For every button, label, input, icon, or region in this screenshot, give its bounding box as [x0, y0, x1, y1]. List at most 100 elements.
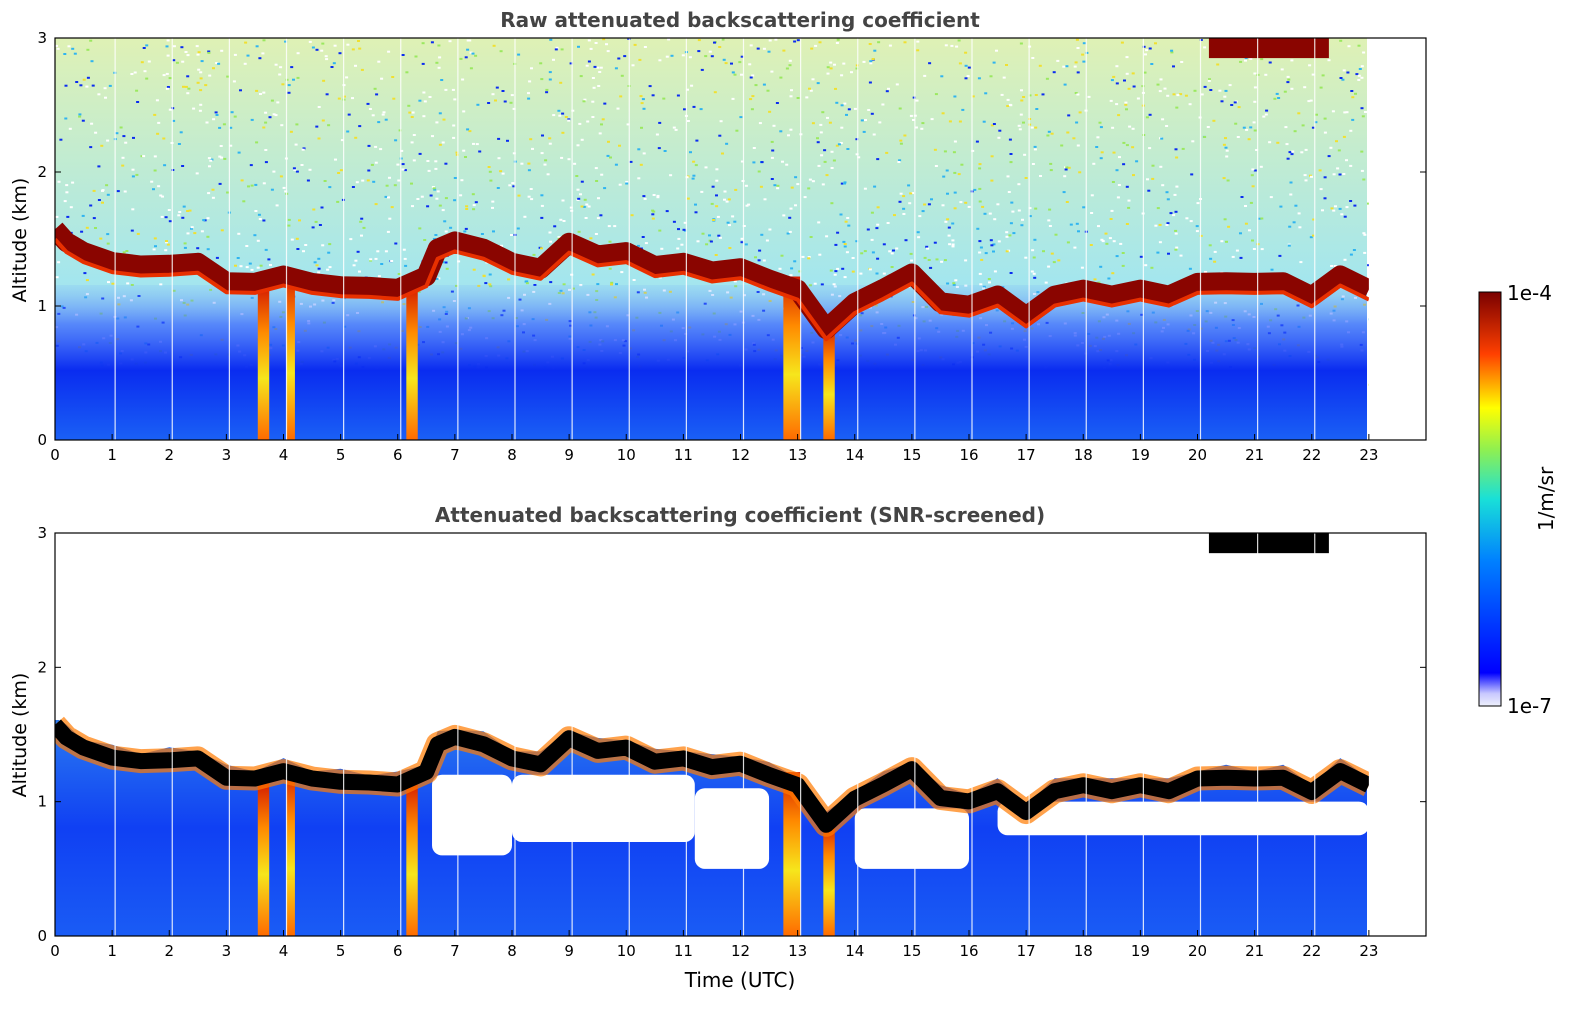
y-tick-label: 2	[37, 658, 47, 676]
noise-speck	[1115, 103, 1119, 106]
noise-speck	[1107, 277, 1111, 280]
noise-speck	[1362, 51, 1366, 54]
noise-speck	[218, 126, 222, 129]
noise-speck	[948, 120, 952, 123]
noise-speck	[63, 53, 67, 55]
noise-speck	[616, 107, 620, 110]
noise-speck	[183, 242, 187, 245]
screened-gap	[432, 774, 512, 856]
noise-speck	[64, 117, 68, 120]
noise-speck	[930, 198, 933, 201]
noise-speck	[1160, 137, 1164, 140]
noise-speck	[1249, 201, 1253, 204]
noise-speck	[337, 97, 341, 100]
noise-speck	[181, 60, 185, 63]
noise-speck	[953, 207, 957, 210]
noise-speck	[997, 240, 1001, 243]
noise-speck	[1080, 266, 1084, 269]
noise-speck	[248, 262, 252, 265]
noise-speck	[63, 200, 67, 203]
noise-speck	[540, 194, 544, 197]
noise-speck	[1175, 185, 1179, 188]
noise-speck	[441, 141, 445, 144]
noise-speck	[835, 42, 839, 44]
noise-speck	[603, 102, 607, 105]
noise-speck	[855, 138, 859, 141]
noise-speck	[431, 135, 434, 138]
noise-speck	[1115, 255, 1119, 258]
noise-speck	[426, 205, 430, 208]
noise-speck	[1151, 177, 1155, 180]
noise-speck	[330, 66, 334, 68]
noise-speck	[432, 238, 436, 240]
x-tick-label: 21	[1245, 446, 1264, 464]
noise-speck	[1174, 248, 1178, 251]
noise-speck	[1116, 196, 1120, 199]
noise-speck	[837, 143, 841, 146]
noise-speck	[1174, 232, 1178, 235]
noise-speck	[448, 40, 452, 43]
noise-speck	[82, 78, 86, 81]
noise-speck	[220, 229, 224, 232]
noise-speck	[796, 97, 800, 99]
noise-speck	[476, 103, 480, 106]
snr-screened-panel: Attenuated backscattering coefficient (S…	[9, 503, 1427, 992]
noise-speck	[598, 71, 602, 73]
noise-speck	[525, 282, 529, 285]
noise-speck	[716, 215, 720, 218]
noise-speck	[835, 144, 839, 147]
noise-speck	[444, 88, 448, 91]
noise-speck	[320, 206, 324, 209]
noise-speck	[851, 270, 855, 273]
noise-speck	[869, 60, 873, 63]
noise-speck	[606, 50, 610, 53]
noise-speck	[823, 149, 827, 152]
noise-speck	[690, 84, 694, 87]
noise-speck	[1304, 148, 1308, 151]
noise-speck	[501, 172, 505, 175]
noise-speck	[1019, 113, 1023, 116]
noise-speck	[1154, 42, 1157, 45]
noise-speck	[557, 109, 561, 112]
noise-speck	[993, 218, 997, 221]
noise-speck	[1148, 147, 1152, 150]
noise-speck	[689, 151, 692, 154]
noise-speck	[860, 119, 864, 122]
noise-speck	[1179, 254, 1183, 257]
noise-speck	[215, 114, 219, 116]
colorbar-gradient	[1478, 291, 1502, 707]
noise-speck	[789, 128, 793, 131]
noise-speck	[90, 122, 94, 125]
noise-speck	[172, 59, 176, 62]
noise-speck	[259, 264, 263, 267]
noise-speck	[1109, 99, 1113, 102]
noise-speck	[94, 227, 97, 229]
chart-title: Raw attenuated backscattering coefficien…	[500, 8, 980, 32]
noise-speck	[816, 137, 819, 140]
noise-speck	[317, 267, 321, 270]
noise-speck	[957, 173, 961, 176]
noise-speck	[767, 50, 771, 53]
noise-speck	[274, 114, 278, 117]
noise-speck	[1199, 39, 1203, 41]
noise-speck	[391, 76, 395, 78]
noise-speck	[1143, 71, 1147, 74]
noise-speck	[577, 197, 581, 200]
noise-speck	[961, 108, 965, 111]
x-tick-label: 23	[1359, 446, 1378, 464]
noise-speck	[559, 81, 563, 84]
noise-speck	[1047, 265, 1051, 268]
noise-speck	[422, 115, 426, 118]
noise-speck	[1166, 198, 1170, 201]
noise-speck	[717, 234, 721, 237]
noise-speck	[1002, 76, 1006, 79]
noise-speck	[1077, 230, 1080, 233]
noise-speck	[1231, 255, 1235, 258]
noise-speck	[978, 187, 982, 190]
noise-speck	[1007, 191, 1011, 193]
noise-speck	[511, 182, 515, 185]
noise-speck	[73, 52, 77, 55]
noise-speck	[606, 154, 610, 157]
noise-speck	[104, 96, 107, 99]
noise-speck	[694, 211, 698, 214]
